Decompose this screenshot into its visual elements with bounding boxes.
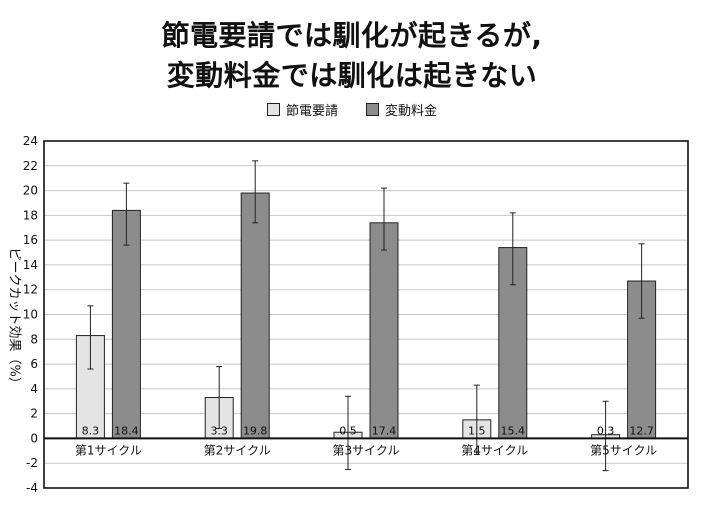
y-tick-label: -2 [26,456,38,470]
y-tick-label: 10 [23,308,38,322]
y-tick-label: 18 [23,208,38,222]
plot-frame [43,140,689,489]
legend-swatch-series-1 [266,103,280,116]
legend-label-series-1: 節電要請 [285,104,338,119]
data-label: 19.8 [243,424,268,437]
data-label: 17.4 [372,424,397,437]
x-tick-label: 第1サイクル [75,443,142,457]
y-tick-label: 14 [23,258,38,272]
x-tick-label: 第2サイクル [204,443,271,457]
x-tick-label: 第3サイクル [332,443,399,457]
data-label: 0.3 [597,424,615,437]
y-tick-label: -4 [26,481,38,495]
chart-title-line2: 変動料金では馴化は起きない [166,59,538,92]
y-tick-label: 6 [30,357,38,371]
data-label: 0.5 [339,424,357,437]
data-label: 8.3 [82,424,100,437]
y-tick-label: 8 [30,332,38,346]
legend: 節電要請 変動料金 [0,100,704,119]
data-label: 15.4 [501,424,526,437]
legend-item-series-1: 節電要請 [266,100,338,119]
y-tick-label: 22 [23,159,38,173]
y-tick-label: 12 [23,283,38,297]
legend-label-series-2: 変動料金 [385,104,438,119]
x-tick-label: 第5サイクル [590,443,657,457]
y-tick-label: 2 [30,407,38,421]
bar [240,192,270,439]
legend-item-series-2: 変動料金 [366,100,437,119]
y-tick-label: 4 [30,382,38,396]
data-label: 1.5 [468,424,486,437]
data-label: 12.7 [629,424,654,437]
x-tick-label: 第4サイクル [461,443,528,457]
bar [111,209,141,439]
y-tick-label: 24 [23,134,38,148]
y-tick-label: 20 [23,184,38,198]
chart-title-line1: 節電要請では馴化が起きるが, [161,19,543,52]
y-tick-label: 16 [23,233,38,247]
data-label: 3.3 [210,424,228,437]
data-label: 18.4 [114,424,139,437]
legend-swatch-series-2 [366,103,379,116]
y-tick-label: 0 [30,431,38,445]
bar [369,222,399,439]
